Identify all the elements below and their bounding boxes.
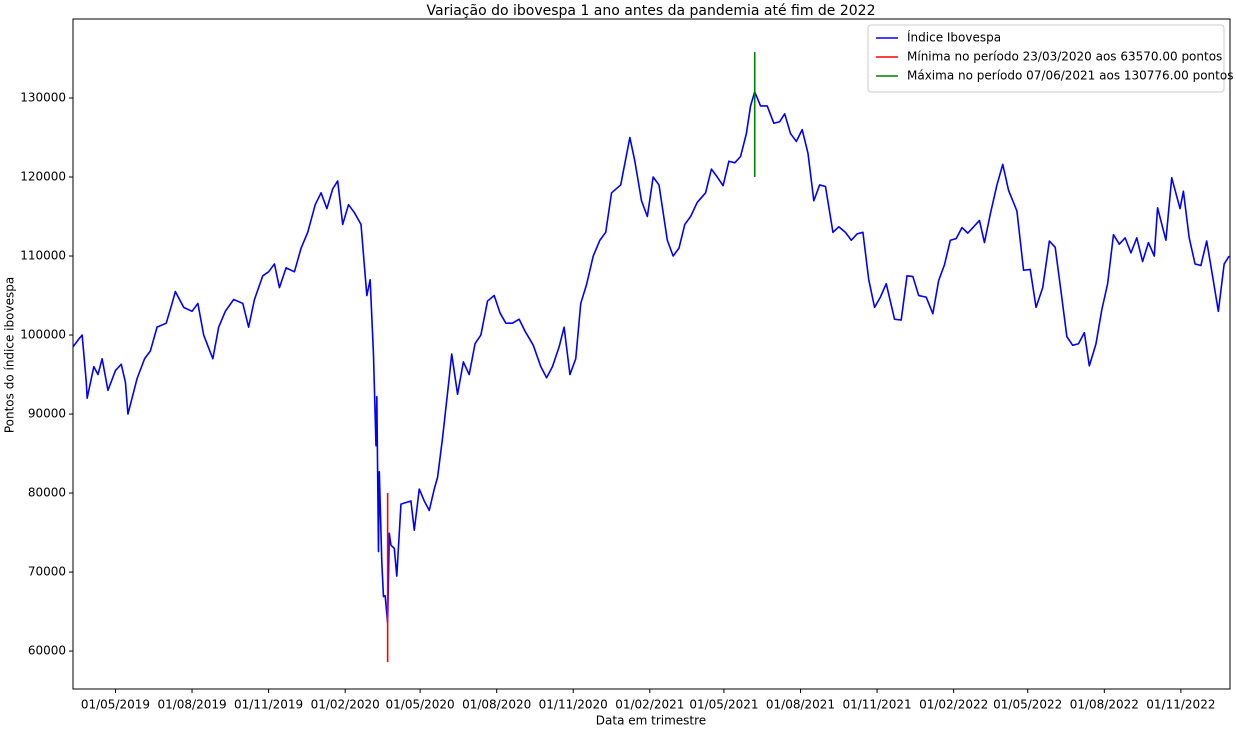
legend-box xyxy=(867,24,1225,93)
series-line xyxy=(72,91,1230,624)
x-tick-label: 01/11/2020 xyxy=(539,698,608,712)
y-tick-label: 70000 xyxy=(28,565,66,579)
y-tick-label: 100000 xyxy=(20,328,66,342)
legend-label: Mínima no período 23/03/2020 aos 63570.0… xyxy=(907,50,1222,64)
x-tick-label: 01/08/2020 xyxy=(462,698,531,712)
y-tick-label: 120000 xyxy=(20,170,66,184)
y-tick-label: 130000 xyxy=(20,91,66,105)
y-tick-label: 60000 xyxy=(28,644,66,658)
y-axis-label: Pontos do índice ibovespa xyxy=(3,277,17,433)
x-tick-label: 01/05/2019 xyxy=(81,698,150,712)
x-tick-label: 01/05/2022 xyxy=(993,698,1062,712)
y-tick-label: 110000 xyxy=(20,249,66,263)
x-tick-label: 01/05/2021 xyxy=(689,698,758,712)
plot-frame xyxy=(72,18,1231,690)
legend-label: Índice Ibovespa xyxy=(907,30,1001,45)
x-tick-label: 01/11/2019 xyxy=(234,698,303,712)
x-tick-label: 01/11/2021 xyxy=(842,698,911,712)
legend-label: Máxima no período 07/06/2021 aos 130776.… xyxy=(907,69,1233,83)
x-tick-label: 01/02/2020 xyxy=(311,698,380,712)
y-tick-label: 80000 xyxy=(28,486,66,500)
x-tick-label: 01/08/2022 xyxy=(1070,698,1139,712)
x-tick-label: 01/05/2020 xyxy=(386,698,455,712)
chart-title: Variação do ibovespa 1 ano antes da pand… xyxy=(427,3,876,19)
x-tick-label: 01/02/2021 xyxy=(615,698,684,712)
x-tick-label: 01/08/2021 xyxy=(766,698,835,712)
x-tick-label: 01/02/2022 xyxy=(919,698,988,712)
x-tick-label: 01/08/2019 xyxy=(157,698,226,712)
x-tick-label: 01/11/2022 xyxy=(1146,698,1215,712)
y-tick-label: 90000 xyxy=(28,407,66,421)
x-axis-label: Data em trimestre xyxy=(596,714,706,728)
legend: Índice Ibovespa Mínima no período 23/03/2… xyxy=(867,24,1233,93)
